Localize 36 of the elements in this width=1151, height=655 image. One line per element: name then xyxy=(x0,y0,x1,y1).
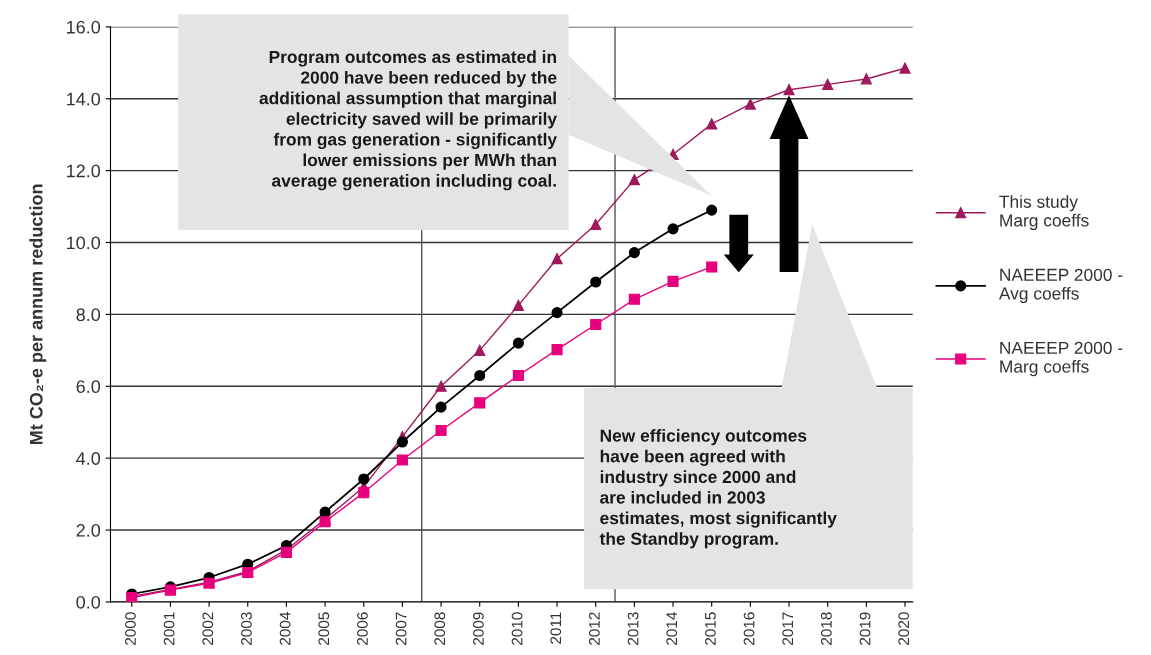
y-tick-label: 14.0 xyxy=(67,92,101,106)
y-tick-label: 4.0 xyxy=(76,452,101,465)
x-tick-label: 2011 xyxy=(550,612,562,644)
x-tick-label: 2015 xyxy=(704,612,716,645)
legend-label: NAEEEP 2000 - Marg coeffs xyxy=(1000,341,1123,377)
y-tick-label: 12.0 xyxy=(67,164,101,178)
annotation: Program outcomes as estimated in 2000 have been reduced by the additional assumption that marginal electricity saved will be primarily from gas generation - significantly lower emissions per MWh than average generation including coal. xyxy=(259,50,557,191)
y-tick-label: 6.0 xyxy=(76,380,101,394)
x-tick-label: 2006 xyxy=(357,612,368,645)
y-tick-label: 2.0 xyxy=(76,523,101,537)
x-tick-label: 2007 xyxy=(395,612,407,645)
annotation: New efficiency outcomes have been agreed with industry since 2000 and are included in 2003 estimates, most significantly the Standby program. xyxy=(599,429,837,549)
x-tick-label: 2004 xyxy=(279,612,291,645)
x-tick-label: 2000 xyxy=(125,612,136,645)
x-tick-label: 2018 xyxy=(820,612,832,645)
y-axis-title: Mt CO₂-e per annum reduction xyxy=(29,184,47,445)
x-tick-label: 2012 xyxy=(588,612,600,645)
x-tick-label: 2002 xyxy=(202,612,214,645)
legend-label: NAEEEP 2000 - Avg coeffs xyxy=(998,268,1123,304)
y-tick-label: 10.0 xyxy=(67,236,101,250)
x-tick-label: 2010 xyxy=(511,612,523,645)
y-tick-label: 8.0 xyxy=(76,308,101,322)
x-tick-label: 2016 xyxy=(743,612,755,645)
x-tick-label: 2005 xyxy=(318,612,330,645)
x-tick-label: 2020 xyxy=(898,612,910,645)
x-tick-label: 2008 xyxy=(434,612,446,645)
x-tick-label: 2017 xyxy=(782,612,794,645)
y-tick-label: 16.0 xyxy=(67,20,101,34)
y-tick-label: 0.0 xyxy=(76,595,101,609)
x-tick-label: 2001 xyxy=(163,612,175,645)
x-tick-label: 2014 xyxy=(666,612,678,645)
x-tick-label: 2009 xyxy=(473,612,484,645)
legend-label: This study Marg coeffs xyxy=(999,195,1089,231)
x-tick-label: 2019 xyxy=(859,612,871,645)
x-tick-label: 2013 xyxy=(627,612,639,645)
x-tick-label: 2003 xyxy=(241,612,252,645)
